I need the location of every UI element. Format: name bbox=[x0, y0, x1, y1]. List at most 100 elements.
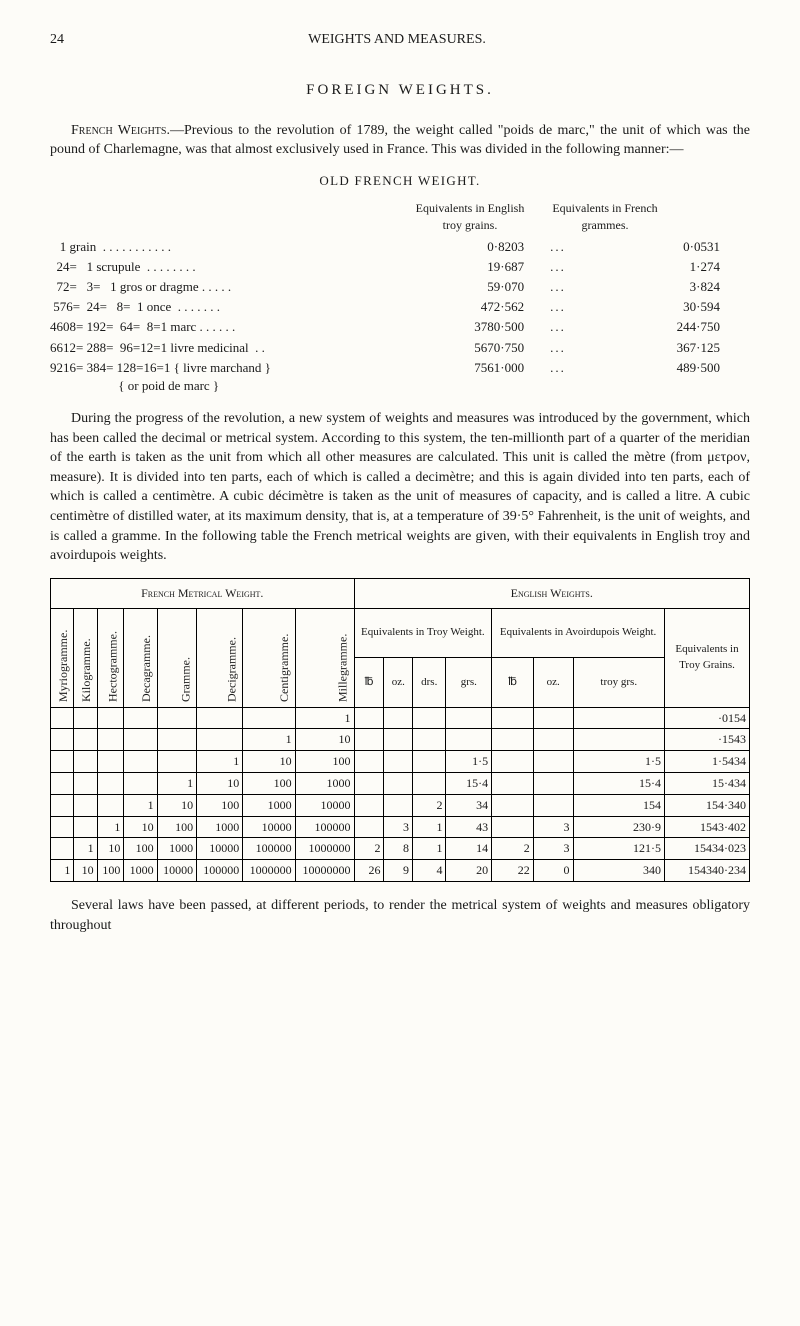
metric-cell bbox=[492, 773, 534, 795]
dots: ... bbox=[550, 258, 566, 276]
metric-cell: 1 bbox=[124, 794, 157, 816]
metric-cell: 1000000 bbox=[295, 838, 354, 860]
metric-cell: 1 bbox=[413, 816, 446, 838]
metric-cell: 154 bbox=[573, 794, 664, 816]
metric-cell bbox=[446, 729, 492, 751]
metric-cell: 1543·402 bbox=[665, 816, 750, 838]
sub-unit-header: ℔ bbox=[354, 658, 384, 708]
metric-row: 110·1543 bbox=[51, 729, 750, 751]
paragraph-3: Several laws have been passed, at differ… bbox=[50, 896, 750, 935]
metric-cell bbox=[573, 729, 664, 751]
metric-cell: ·1543 bbox=[665, 729, 750, 751]
old-table-row: 1 grain . . . . . . . . . . .0·8203...0·… bbox=[50, 238, 750, 256]
group-french: French Metrical Weight. bbox=[51, 578, 355, 608]
metric-cell bbox=[197, 707, 243, 729]
metric-cell: 9 bbox=[384, 860, 413, 882]
metric-cell bbox=[533, 751, 573, 773]
metric-cell: 100 bbox=[197, 794, 243, 816]
metric-cell: 22 bbox=[492, 860, 534, 882]
metric-cell: 10 bbox=[97, 838, 124, 860]
dots: ... bbox=[550, 359, 566, 377]
equiv-av-head: Equivalents in Avoirdupois Weight. bbox=[492, 608, 665, 658]
metric-cell: 100000 bbox=[197, 860, 243, 882]
sub-unit-header: ℔ bbox=[492, 658, 534, 708]
metric-cell: 100000 bbox=[243, 838, 295, 860]
metric-cell: 10000 bbox=[197, 838, 243, 860]
metric-cell: 0 bbox=[533, 860, 573, 882]
metric-cell: 1 bbox=[197, 751, 243, 773]
old-row-fr: 489·500 bbox=[572, 359, 750, 377]
dots: ... bbox=[550, 278, 566, 296]
metric-cell: 10 bbox=[157, 794, 197, 816]
old-table-row: 4608= 192= 64= 8=1 marc . . . . . .3780·… bbox=[50, 318, 750, 336]
metric-cell: 1 bbox=[51, 860, 74, 882]
metric-cell bbox=[533, 794, 573, 816]
metric-cell bbox=[533, 773, 573, 795]
old-row-label: 9216= 384= 128=16=1 { livre marchand } {… bbox=[50, 359, 406, 395]
metric-cell bbox=[533, 729, 573, 751]
metric-cell: 100000 bbox=[295, 816, 354, 838]
metric-cell bbox=[74, 794, 97, 816]
metric-cell: 15434·023 bbox=[665, 838, 750, 860]
metric-cell: 154340·234 bbox=[665, 860, 750, 882]
old-table-row: 24= 1 scrupule . . . . . . . .19·687...1… bbox=[50, 258, 750, 276]
metric-table: French Metrical Weight. English Weights.… bbox=[50, 578, 750, 882]
old-row-label: 6612= 288= 96=12=1 livre medicinal . . bbox=[50, 339, 406, 357]
para1-lead: French Weights. bbox=[71, 123, 170, 138]
metric-cell: 10 bbox=[295, 729, 354, 751]
metric-cell: 14 bbox=[446, 838, 492, 860]
metric-cell bbox=[97, 707, 124, 729]
metric-cell bbox=[533, 707, 573, 729]
metric-cell bbox=[51, 751, 74, 773]
metric-cell bbox=[413, 751, 446, 773]
metric-row: 110100100010000234154154·340 bbox=[51, 794, 750, 816]
group-english: English Weights. bbox=[354, 578, 749, 608]
metric-cell bbox=[74, 751, 97, 773]
metric-cell: 1000 bbox=[295, 773, 354, 795]
metric-cell bbox=[492, 707, 534, 729]
metric-cell: 2 bbox=[354, 838, 384, 860]
metric-cell: 1 bbox=[97, 816, 124, 838]
old-row-fr: 3·824 bbox=[572, 278, 750, 296]
vert-header: Gramme. bbox=[157, 608, 197, 707]
old-row-fr: 244·750 bbox=[572, 318, 750, 336]
metric-cell bbox=[74, 816, 97, 838]
metric-cell bbox=[384, 773, 413, 795]
metric-cell bbox=[74, 773, 97, 795]
metric-cell bbox=[492, 794, 534, 816]
vert-header: Hectogramme. bbox=[97, 608, 124, 707]
old-row-label: 1 grain . . . . . . . . . . . bbox=[50, 238, 406, 256]
old-table-row: 576= 24= 8= 1 once . . . . . . .472·562.… bbox=[50, 298, 750, 316]
metric-cell: 100 bbox=[157, 816, 197, 838]
metric-cell: 154·340 bbox=[665, 794, 750, 816]
vert-header: Myriogramme. bbox=[51, 608, 74, 707]
metric-cell: 8 bbox=[384, 838, 413, 860]
metric-cell bbox=[413, 707, 446, 729]
metric-cell bbox=[354, 707, 384, 729]
metric-cell: 1000 bbox=[124, 860, 157, 882]
metric-cell bbox=[384, 707, 413, 729]
dots: ... bbox=[550, 298, 566, 316]
vert-header: Millegramme. bbox=[295, 608, 354, 707]
metric-cell: 10000 bbox=[157, 860, 197, 882]
metric-cell: 4 bbox=[413, 860, 446, 882]
old-row-fr: 367·125 bbox=[572, 339, 750, 357]
metric-cell bbox=[354, 794, 384, 816]
metric-cell: 34 bbox=[446, 794, 492, 816]
metric-cell bbox=[354, 751, 384, 773]
metric-cell bbox=[51, 838, 74, 860]
metric-cell bbox=[124, 773, 157, 795]
metric-cell bbox=[51, 707, 74, 729]
sub-unit-header: oz. bbox=[384, 658, 413, 708]
metric-cell: 26 bbox=[354, 860, 384, 882]
metric-row: 11010010001000010000031433230·91543·402 bbox=[51, 816, 750, 838]
dots: ... bbox=[550, 318, 566, 336]
old-row-label: 24= 1 scrupule . . . . . . . . bbox=[50, 258, 406, 276]
metric-cell: 3 bbox=[533, 816, 573, 838]
metric-cell: 3 bbox=[384, 816, 413, 838]
metric-cell bbox=[51, 816, 74, 838]
metric-cell bbox=[446, 707, 492, 729]
metric-cell bbox=[243, 707, 295, 729]
metric-cell: 10000 bbox=[243, 816, 295, 838]
metric-cell bbox=[573, 707, 664, 729]
